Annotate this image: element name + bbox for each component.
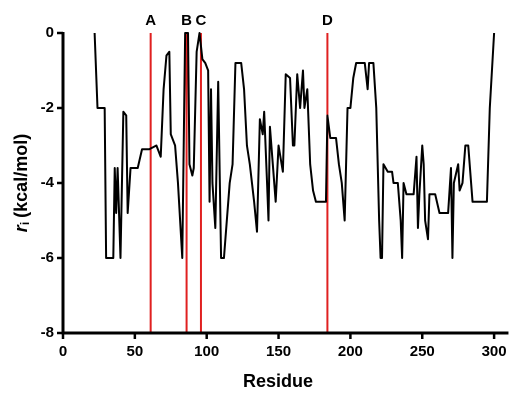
marker-label: B: [181, 12, 192, 29]
y-tick-label: -8: [41, 324, 54, 341]
x-tick-label: 0: [59, 343, 67, 360]
y-label-subscript: i: [18, 222, 32, 225]
y-tick-label: 0: [46, 24, 54, 41]
y-axis-label: ri (kcal/mol): [11, 134, 32, 232]
y-tick-label: -4: [41, 174, 55, 191]
x-tick-label: 250: [410, 343, 435, 360]
marker-label: A: [145, 12, 156, 29]
y-label-unit: (kcal/mol): [11, 134, 31, 218]
y-tick-label: -6: [41, 249, 54, 266]
data-line: [93, 32, 496, 259]
x-tick-label: 100: [194, 343, 219, 360]
x-tick-label: 200: [338, 343, 363, 360]
marker-label: C: [196, 12, 207, 29]
x-tick-label: 150: [266, 343, 291, 360]
y-tick-label: -2: [41, 99, 54, 116]
marker-label: D: [322, 12, 333, 29]
x-tick-label: 300: [482, 343, 507, 360]
x-tick-label: 50: [127, 343, 144, 360]
x-axis-label: Residue: [243, 371, 313, 391]
y-label-symbol: r: [11, 224, 31, 232]
